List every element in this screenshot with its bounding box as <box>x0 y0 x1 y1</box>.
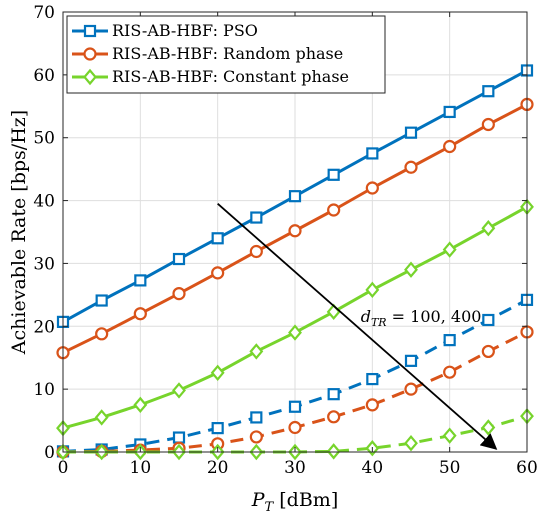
data-point-square <box>134 274 147 287</box>
y-tick-label: 10 <box>33 380 55 400</box>
data-point-square <box>327 388 340 401</box>
data-point-circle <box>327 203 341 217</box>
data-point-square <box>482 85 495 98</box>
data-point-square <box>443 105 456 119</box>
data-point-circle <box>288 224 302 238</box>
data-point-circle <box>211 266 225 280</box>
data-point-square <box>211 232 224 245</box>
data-point-square <box>443 334 456 347</box>
legend-label: RIS-AB-HBF: Constant phase <box>112 67 349 86</box>
data-point-diamond <box>481 220 496 237</box>
y-tick-label: 60 <box>33 66 55 86</box>
y-axis-label: Achievable Rate [bps/Hz] <box>8 110 30 355</box>
data-point-diamond <box>249 343 264 360</box>
data-point-square <box>288 400 302 413</box>
y-tick-label: 40 <box>33 192 55 212</box>
data-point-diamond <box>94 409 109 426</box>
legend-item: RIS-AB-HBF: Random phase <box>72 44 343 63</box>
data-point-circle <box>481 344 495 359</box>
y-tick-label: 0 <box>44 443 55 463</box>
data-point-square <box>366 147 379 160</box>
legend-label: RIS-AB-HBF: Random phase <box>112 44 343 63</box>
ticks: 0 10 20 30 40 50 60 0 10 20 30 40 50 60 70 <box>33 3 537 478</box>
data-point-square <box>404 354 418 367</box>
data-point-circle <box>133 307 147 321</box>
series-dashed-square <box>56 293 534 458</box>
data-point-square <box>327 168 340 181</box>
trend-arrow <box>217 203 498 450</box>
data-point-square <box>172 431 186 444</box>
x-tick-label: 50 <box>439 458 461 478</box>
data-point-square <box>95 294 108 307</box>
data-point-diamond <box>442 427 457 444</box>
x-tick-label: 10 <box>130 458 152 478</box>
data-point-square <box>482 313 495 327</box>
data-point-diamond <box>481 419 496 436</box>
legend-item: RIS-AB-HBF: PSO <box>72 21 258 40</box>
x-tick-label: 20 <box>207 458 229 478</box>
x-tick-label: 30 <box>284 458 306 478</box>
data-point-circle <box>327 410 341 424</box>
x-tick-label: 60 <box>516 458 538 478</box>
data-point-square <box>288 190 302 203</box>
data-point-square <box>250 211 263 224</box>
legend-box <box>66 15 386 94</box>
data-point-diamond <box>442 241 457 258</box>
y-tick-label: 30 <box>33 254 55 274</box>
data-point-square <box>172 252 186 266</box>
data-point-diamond <box>210 364 225 382</box>
data-point-circle <box>404 160 418 174</box>
data-point-diamond <box>404 261 418 278</box>
data-point-diamond <box>326 443 341 460</box>
y-tick-label: 50 <box>33 129 55 149</box>
data-point-square <box>83 24 97 38</box>
y-tick-label: 70 <box>33 3 55 23</box>
data-point-circle <box>83 47 97 61</box>
annotation: dTR = 100, 400 <box>217 203 498 450</box>
y-tick-label: 20 <box>33 317 55 337</box>
data-point-circle <box>249 430 263 444</box>
data-point-circle <box>443 365 457 379</box>
legend: RIS-AB-HBF: PSO RIS-AB-HBF: Random phase R… <box>66 15 386 94</box>
x-tick-label: 40 <box>362 458 384 478</box>
x-axis-label: PT [dBm] <box>251 489 338 515</box>
data-point-square <box>404 126 418 139</box>
data-point-circle <box>443 139 457 154</box>
data-point-square <box>250 411 263 424</box>
annotation-label: dTR = 100, 400 <box>361 307 482 329</box>
data-point-diamond <box>172 382 186 399</box>
data-point-circle <box>249 244 263 259</box>
data-point-diamond <box>83 68 97 86</box>
data-point-square <box>366 372 379 386</box>
data-point-circle <box>404 382 418 396</box>
data-point-circle <box>288 420 302 435</box>
series-diamond <box>56 198 534 437</box>
data-point-diamond <box>288 324 302 341</box>
data-point-diamond <box>365 281 380 299</box>
data-point-circle <box>365 398 379 412</box>
data-point-diamond <box>326 303 341 321</box>
legend-item: RIS-AB-HBF: Constant phase <box>72 67 349 86</box>
data-point-circle <box>95 327 109 341</box>
data-point-circle <box>481 117 495 132</box>
data-point-square <box>211 422 224 435</box>
data-point-diamond <box>133 396 148 414</box>
data-point-circle <box>172 287 186 301</box>
data-point-diamond <box>404 434 418 452</box>
x-tick-label: 0 <box>58 458 69 478</box>
data-point-circle <box>365 181 379 195</box>
legend-label: RIS-AB-HBF: PSO <box>112 21 258 40</box>
